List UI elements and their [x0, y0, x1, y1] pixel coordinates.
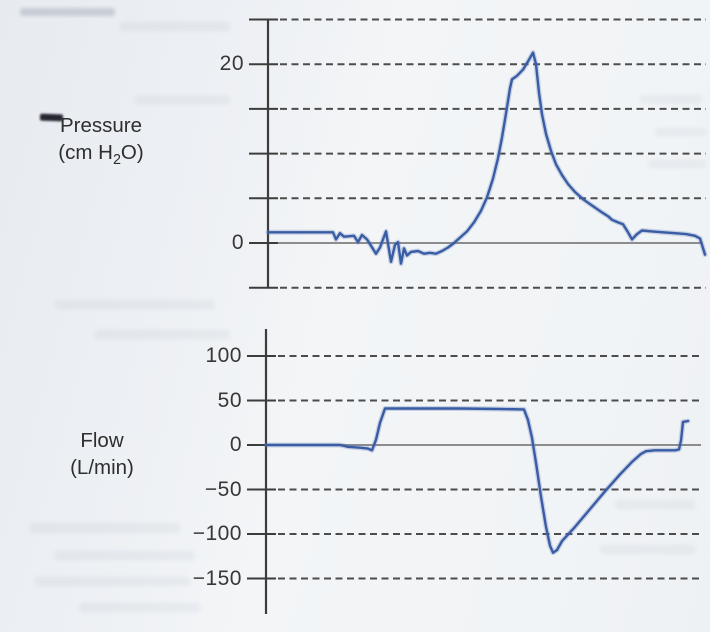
flow-trace-halo	[263, 406, 691, 556]
flow-ytick-label: −100	[192, 522, 242, 545]
subscript-2: 2	[112, 152, 121, 169]
pressure-ytick-label: 20	[219, 52, 244, 76]
flow-axis-title-line2: (L/min)	[70, 456, 134, 479]
pressure-ytick-label: 0	[231, 231, 244, 254]
pressure-trace	[266, 51, 707, 265]
flow-axis-title-line1: Flow	[80, 429, 124, 452]
flow-axis-title: Flow (L/min)	[28, 427, 176, 481]
flow-ytick-label: −50	[204, 477, 242, 501]
pressure-axis-title-line1: Pressure	[59, 114, 143, 137]
flow-ytick-label: −150	[192, 566, 242, 590]
flow-ytick-label: 100	[205, 344, 242, 367]
flow-trace	[264, 407, 690, 554]
pressure-axis-title: Pressure (cm H2O)	[18, 112, 184, 174]
flow-ytick-label: 0	[229, 433, 242, 456]
flow-ytick-label: 50	[217, 388, 242, 412]
pressure-axis-title-line2: (cm H2O)	[58, 141, 144, 169]
